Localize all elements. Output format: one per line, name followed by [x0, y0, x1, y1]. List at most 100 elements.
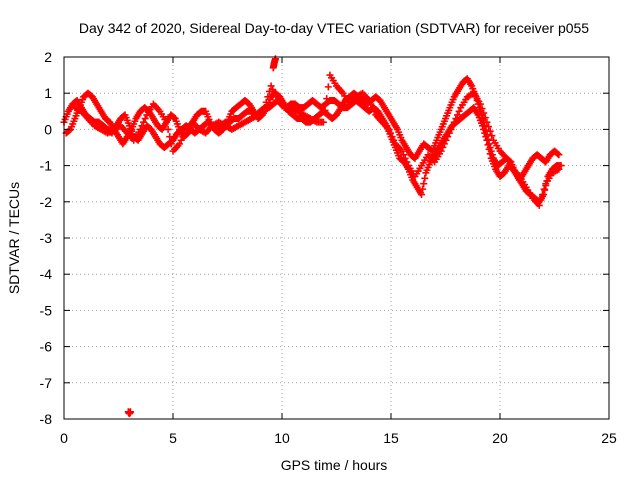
data-point [483, 118, 491, 126]
y-tick-label: -7 [40, 375, 53, 391]
data-point [453, 111, 461, 119]
data-point [126, 408, 134, 416]
data-point [478, 105, 486, 113]
data-point [321, 106, 329, 114]
data-point [445, 129, 453, 137]
data-point [447, 125, 455, 133]
y-axis-label: SDTVAR / TECUs [6, 182, 22, 294]
data-point [488, 151, 496, 159]
axis-ticks: 0 5 10 15 20 25 -8 -7 -6 -5 -4 -3 -2 -1 0 1 2 [40, 49, 617, 446]
y-tick-label: 1 [44, 85, 52, 101]
data-point [419, 185, 427, 193]
data-point [170, 114, 178, 122]
data-point [486, 144, 494, 151]
data-point [272, 93, 280, 101]
y-tick-label: -1 [40, 158, 53, 174]
y-tick-label: 2 [44, 49, 52, 65]
data-point [365, 96, 373, 104]
data-point [440, 140, 448, 148]
data-point [487, 147, 495, 155]
data-point [398, 147, 406, 155]
grid [64, 57, 609, 419]
data-point [481, 114, 489, 122]
data-point [261, 104, 269, 112]
data-point [481, 122, 489, 130]
x-tick-label: 0 [60, 430, 68, 446]
y-tick-label: -8 [40, 411, 53, 427]
data-point [166, 133, 174, 141]
data-point [485, 123, 493, 131]
x-tick-label: 5 [169, 430, 177, 446]
data-point [442, 136, 450, 144]
data-point [449, 122, 457, 130]
data-point [400, 151, 408, 159]
series-track-c [71, 71, 563, 209]
data-point [450, 118, 458, 126]
data-point [162, 118, 170, 126]
data-point [455, 107, 463, 115]
data-point [264, 93, 272, 101]
data-point [176, 140, 184, 148]
data-point [179, 133, 187, 141]
data-point [418, 191, 426, 199]
data-points [60, 55, 565, 418]
data-point [540, 185, 548, 193]
data-point [452, 115, 460, 123]
data-point [271, 55, 279, 63]
data-point [483, 131, 491, 139]
x-tick-label: 20 [492, 430, 508, 446]
data-point [439, 144, 447, 151]
data-point [319, 118, 327, 126]
data-point [141, 115, 149, 123]
data-point [554, 150, 562, 158]
data-point [444, 133, 452, 141]
data-point [386, 129, 394, 137]
data-point [370, 107, 378, 115]
series-track-b [62, 75, 563, 184]
data-point [385, 125, 393, 133]
y-tick-label: -5 [40, 302, 53, 318]
data-point [555, 165, 563, 173]
data-point [138, 122, 146, 130]
data-point [555, 151, 563, 159]
x-tick-label: 15 [383, 430, 399, 446]
data-point [390, 136, 398, 144]
data-point [267, 82, 275, 90]
data-point [482, 126, 490, 134]
x-tick-label: 25 [601, 430, 617, 446]
data-point [270, 89, 278, 97]
data-point [324, 83, 332, 91]
chart-title: Day 342 of 2020, Sidereal Day-to-day VTE… [79, 20, 589, 36]
y-tick-label: 0 [44, 121, 52, 137]
data-point [535, 201, 543, 209]
data-point [437, 147, 445, 155]
y-tick-label: -4 [40, 266, 53, 282]
data-point [488, 132, 496, 140]
y-tick-label: -2 [40, 194, 53, 210]
data-point [140, 118, 148, 126]
data-point [136, 125, 144, 133]
data-point [368, 104, 376, 112]
data-point [485, 140, 493, 148]
data-point [167, 140, 175, 148]
x-tick-label: 10 [274, 430, 290, 446]
data-point [420, 180, 428, 188]
data-point [476, 100, 484, 108]
data-point [367, 100, 375, 108]
data-point [323, 95, 331, 103]
data-point [557, 162, 565, 170]
data-point [177, 136, 185, 144]
data-point [421, 174, 429, 182]
data-point [269, 86, 277, 94]
data-point [537, 196, 545, 204]
y-tick-label: -6 [40, 339, 53, 355]
series-isolated [124, 408, 134, 418]
data-point [401, 154, 409, 162]
data-point [164, 125, 172, 133]
data-point [388, 133, 396, 141]
data-point [403, 158, 411, 166]
x-axis-label: GPS time / hours [281, 457, 388, 473]
data-point [539, 191, 547, 199]
